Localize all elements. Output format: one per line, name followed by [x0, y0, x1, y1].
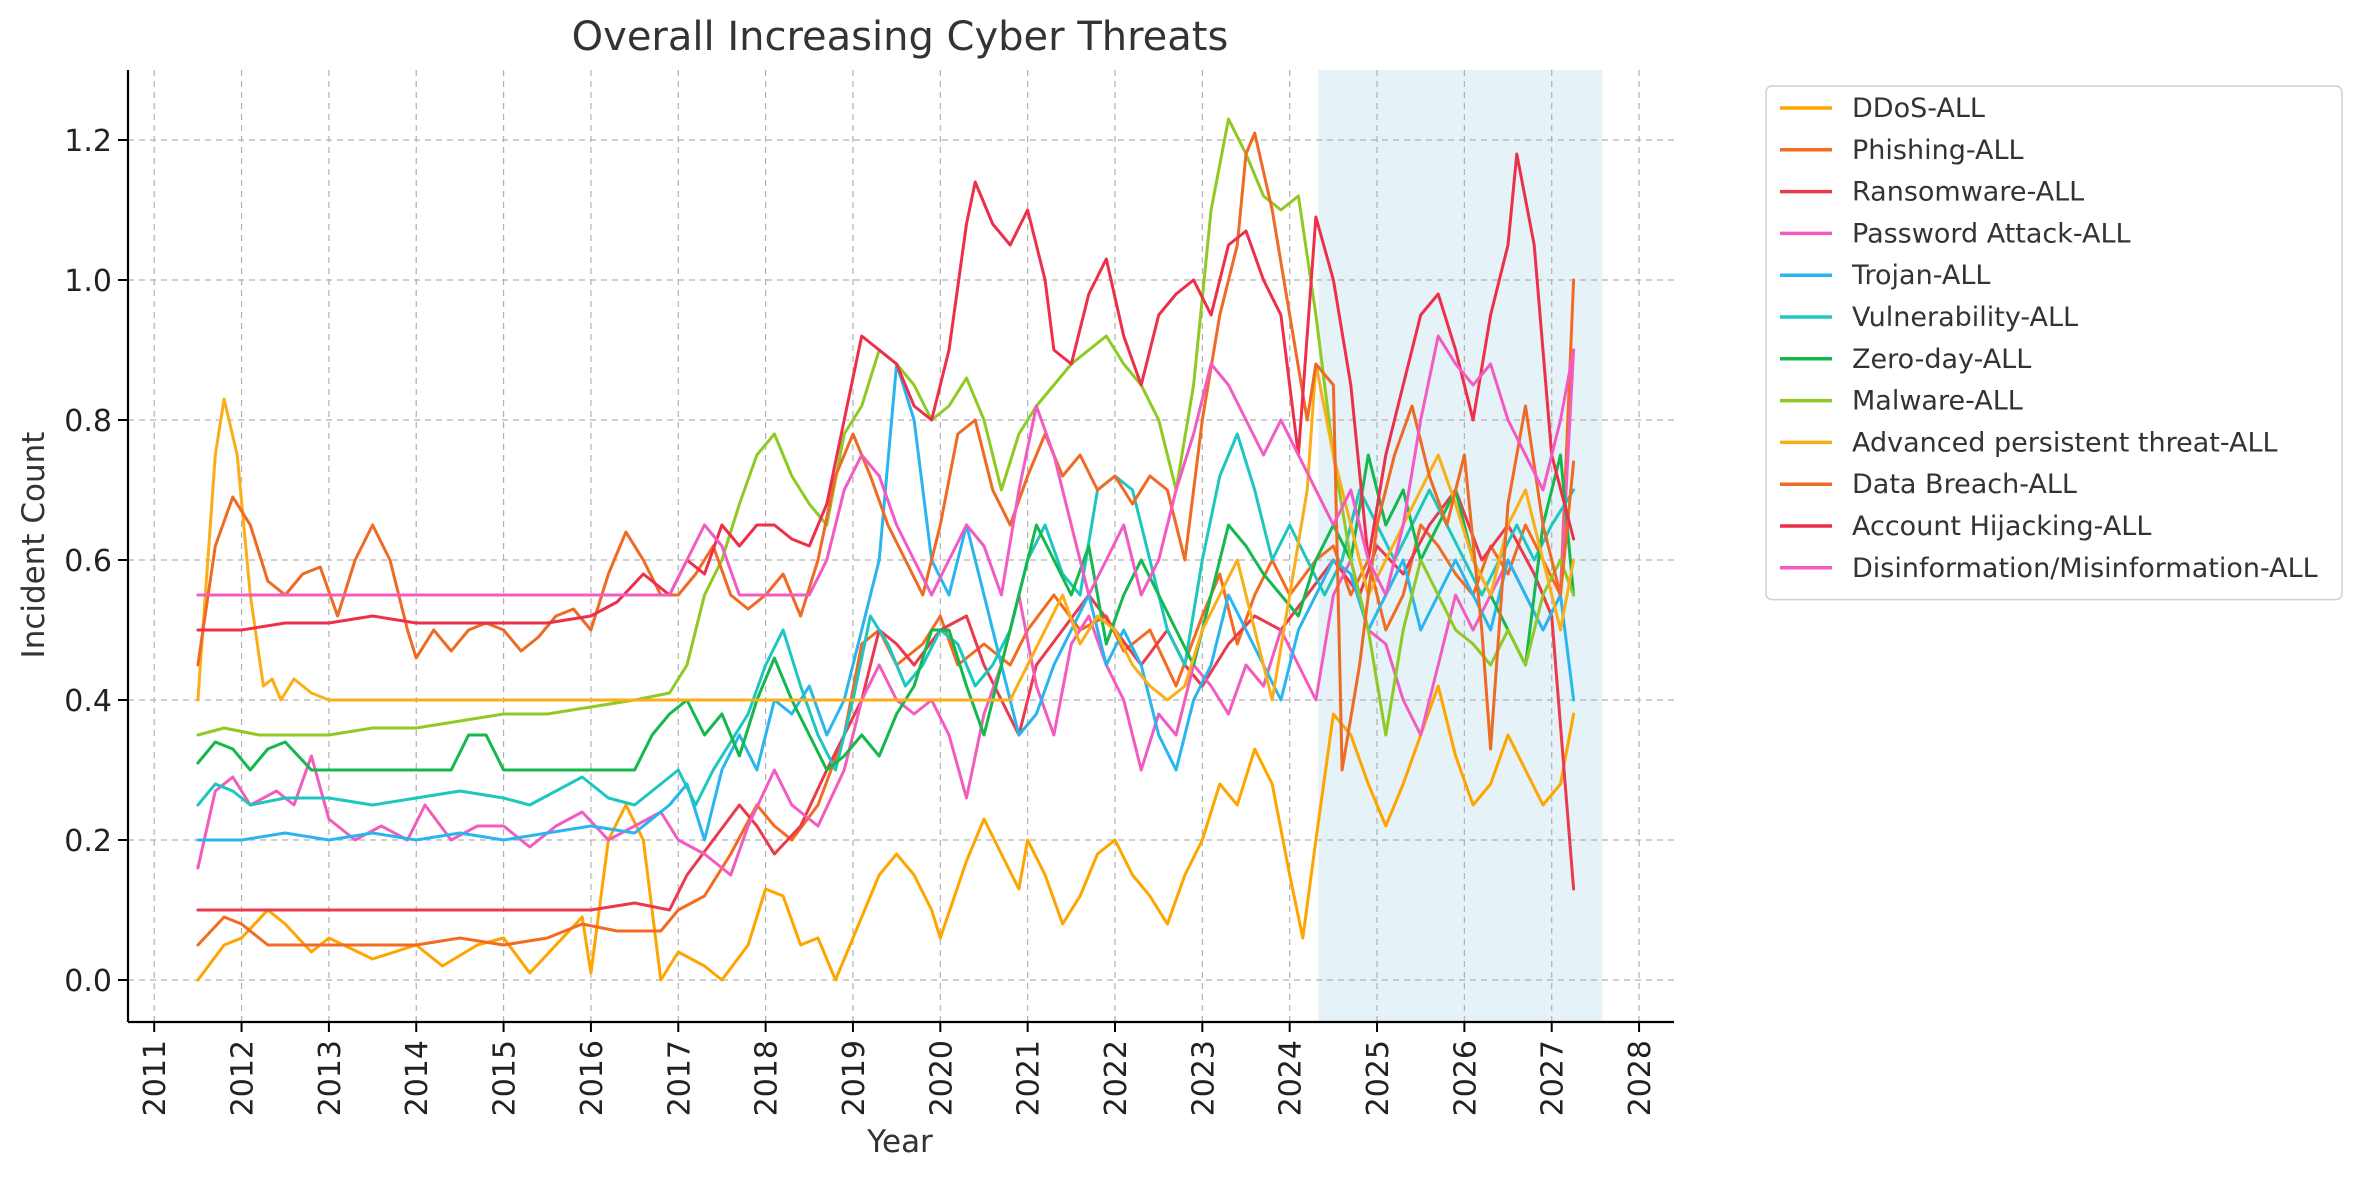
series-line-8	[196, 117, 1576, 737]
x-tick-label: 2019	[837, 1040, 872, 1116]
legend-label: Trojan-ALL	[1851, 260, 1990, 291]
x-tick-label: 2027	[1536, 1040, 1571, 1116]
y-tick-label: 0.6	[64, 544, 112, 579]
legend-label: Vulnerability-ALL	[1852, 302, 2078, 333]
legend-label: Zero-day-ALL	[1852, 344, 2031, 375]
series-line-7	[196, 453, 1576, 772]
x-tick-label: 2015	[488, 1040, 523, 1116]
y-tick-label: 0.0	[64, 964, 112, 999]
y-tick-label: 1.0	[64, 264, 112, 299]
chart-title: Overall Increasing Cyber Threats	[572, 14, 1229, 60]
legend-label: Disinformation/Misinformation-ALL	[1852, 553, 2318, 584]
x-tick-label: 2016	[575, 1040, 610, 1116]
x-tick-label: 2011	[138, 1040, 173, 1116]
legend-box	[1765, 85, 2343, 601]
x-tick-label: 2014	[400, 1040, 435, 1116]
x-tick-label: 2018	[750, 1040, 785, 1116]
x-tick-label: 2021	[1012, 1040, 1047, 1116]
series-line-4	[196, 348, 1576, 877]
x-tick-label: 2020	[924, 1040, 959, 1116]
series-line-12	[196, 334, 1576, 597]
legend-label: Ransomware-ALL	[1852, 177, 2084, 208]
x-tick-label: 2017	[662, 1040, 697, 1116]
legend-label: Phishing-ALL	[1852, 135, 2024, 166]
x-tick-label: 2028	[1623, 1040, 1658, 1116]
x-tick-label: 2012	[226, 1040, 261, 1116]
series-line-9	[196, 362, 1576, 702]
x-tick-label: 2022	[1099, 1040, 1134, 1116]
x-tick-label: 2024	[1274, 1040, 1309, 1116]
series-line-3	[196, 488, 1576, 912]
legend-label: DDoS-ALL	[1852, 93, 1985, 124]
series-line-5	[196, 362, 1576, 842]
legend-label: Password Attack-ALL	[1852, 218, 2131, 249]
series-line-10	[196, 131, 1576, 772]
y-tick-label: 0.2	[64, 824, 112, 859]
legend: DDoS-ALL Phishing-ALL Ransomware-ALL Passwo…	[1765, 85, 2343, 601]
y-tick-label: 0.4	[64, 684, 112, 719]
x-tick-label: 2013	[313, 1040, 348, 1116]
x-tick-label: 2025	[1361, 1040, 1396, 1116]
legend-label: Account Hijacking-ALL	[1852, 511, 2151, 542]
y-tick-label: 0.8	[64, 404, 112, 439]
x-axis-label: Year	[866, 1124, 933, 1160]
legend-label: Data Breach-ALL	[1852, 469, 2077, 500]
series-line-11	[196, 152, 1576, 632]
series-line-1	[196, 684, 1576, 982]
y-tick-label: 1.2	[64, 124, 112, 159]
x-tick-label: 2023	[1186, 1040, 1221, 1116]
forecast-band	[1318, 70, 1603, 1022]
legend-label: Advanced persistent threat-ALL	[1852, 427, 2278, 458]
x-tick-label: 2026	[1448, 1040, 1483, 1116]
y-axis-label: Incident Count	[16, 432, 52, 659]
legend-label: Malware-ALL	[1852, 386, 2023, 417]
